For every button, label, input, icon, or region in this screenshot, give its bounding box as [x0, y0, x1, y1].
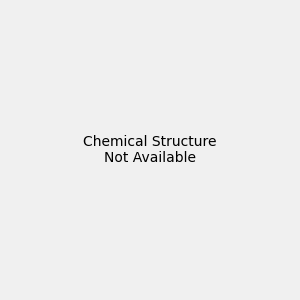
Text: Chemical Structure
Not Available: Chemical Structure Not Available [83, 135, 217, 165]
